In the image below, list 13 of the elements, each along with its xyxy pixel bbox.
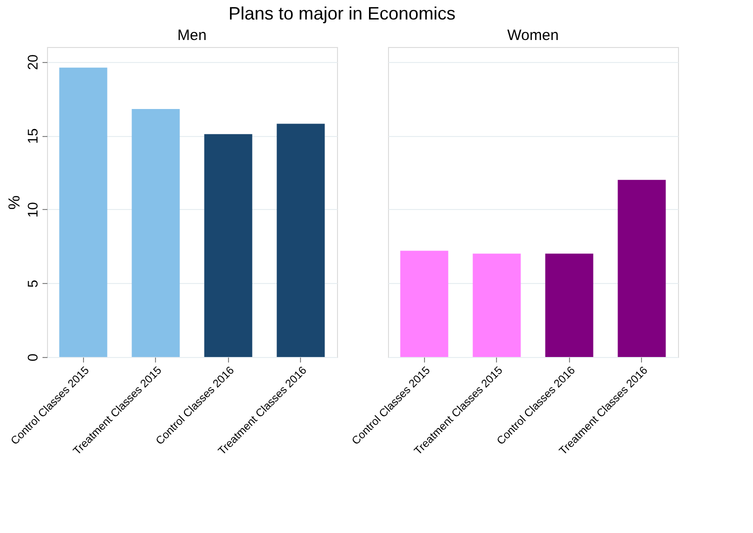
chart-subtitle: Women <box>507 27 559 44</box>
chart-title: Plans to major in Economics <box>228 4 456 24</box>
y-tick-label: 15 <box>24 128 40 144</box>
bar <box>132 109 180 357</box>
chart-subtitle: Men <box>177 27 207 44</box>
bar <box>59 68 108 357</box>
y-axis-title: % <box>6 195 24 210</box>
bar <box>276 124 325 357</box>
y-tick-label: 0 <box>24 353 40 362</box>
y-tick-label: 10 <box>24 202 40 218</box>
y-tick-label: 5 <box>24 280 40 288</box>
y-tick-label: 20 <box>24 54 40 70</box>
bar <box>204 134 252 357</box>
